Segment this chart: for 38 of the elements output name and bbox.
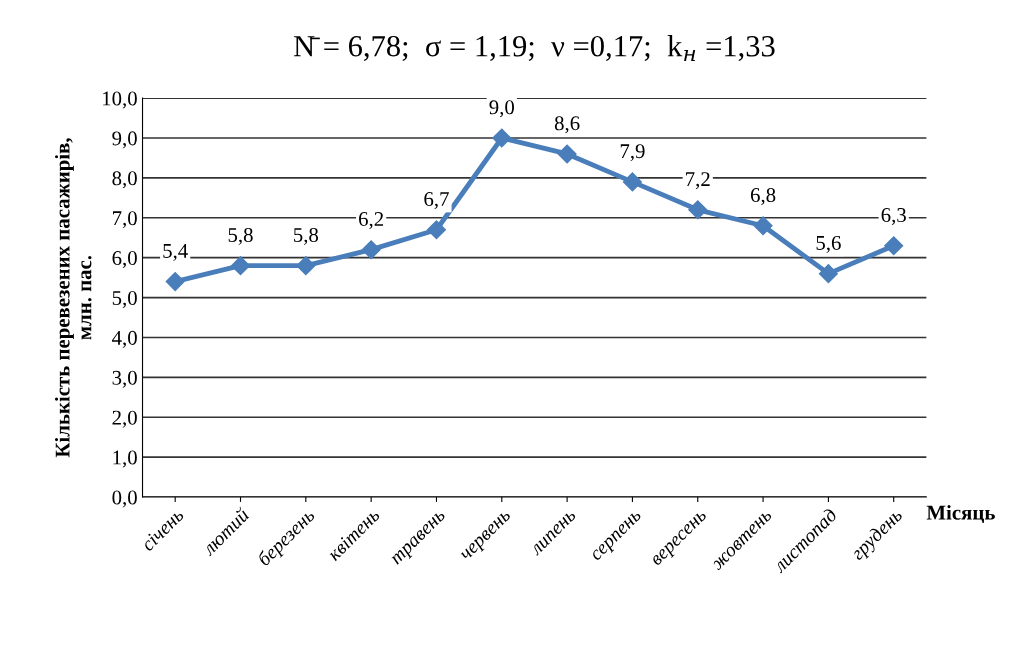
y-tick-label: 10,0 bbox=[103, 91, 137, 109]
point bbox=[361, 240, 381, 260]
data-label: 5,8 bbox=[228, 227, 253, 245]
y-tick-label: 1,0 bbox=[113, 450, 137, 468]
point bbox=[753, 216, 773, 236]
y-tick-label: 7,0 bbox=[112, 211, 137, 229]
point bbox=[688, 200, 708, 220]
point bbox=[884, 236, 904, 256]
chart-title: N̄ = 6,78; σ = 1,19; ν =0,17; k$_{н}$ =1,33 bbox=[293, 35, 775, 62]
point bbox=[492, 128, 512, 148]
data-label: 5,8 bbox=[294, 227, 319, 245]
y-tick-label: 5,0 bbox=[112, 290, 137, 308]
data-label: 6,8 bbox=[750, 188, 776, 206]
data-label: 7,9 bbox=[620, 144, 645, 162]
data-label: 8,6 bbox=[554, 116, 580, 134]
point bbox=[557, 144, 577, 164]
point bbox=[165, 272, 185, 292]
y-tick-label: 3,0 bbox=[112, 370, 137, 388]
point bbox=[230, 256, 251, 276]
point bbox=[426, 220, 447, 240]
y-tick-label: 9,0 bbox=[112, 131, 137, 149]
data-label: 9,0 bbox=[489, 100, 515, 118]
point bbox=[622, 172, 642, 192]
y-tick-label: 0,0 bbox=[112, 490, 137, 508]
y-tick-label: 8,0 bbox=[112, 171, 137, 189]
data-label: 5,6 bbox=[816, 235, 841, 253]
point bbox=[296, 256, 316, 276]
data-label: 5,4 bbox=[163, 244, 188, 261]
point bbox=[818, 264, 838, 284]
y-tick-label: 4,0 bbox=[112, 330, 137, 348]
y-tick-label: 2,0 bbox=[112, 410, 137, 428]
data-label: 6,3 bbox=[881, 208, 906, 226]
data-label: 6,7 bbox=[424, 192, 449, 210]
y-axis-title: Кількість перевезених пасажирів, млн. пас. bbox=[54, 138, 92, 458]
x-axis-title: Місяць bbox=[926, 505, 995, 524]
data-label: 6,2 bbox=[359, 212, 384, 230]
data-label: 7,2 bbox=[686, 172, 710, 190]
y-tick-label: 6,0 bbox=[112, 251, 137, 269]
